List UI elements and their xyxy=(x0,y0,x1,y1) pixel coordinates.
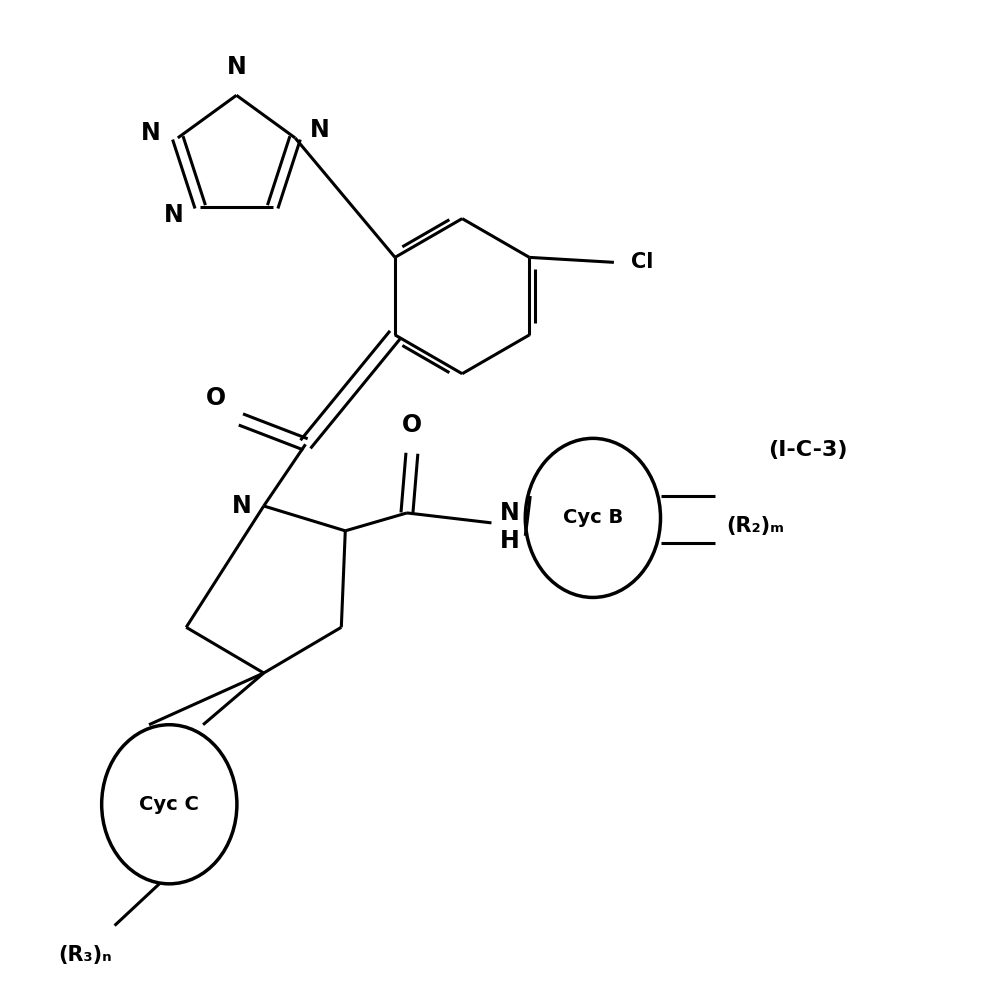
Text: Cyc C: Cyc C xyxy=(139,795,200,814)
Text: (R₂)ₘ: (R₂)ₘ xyxy=(726,516,783,536)
Text: N: N xyxy=(232,494,252,518)
Text: Cyc B: Cyc B xyxy=(563,508,623,527)
Text: Cl: Cl xyxy=(630,252,653,272)
Text: N: N xyxy=(226,55,246,79)
Text: N: N xyxy=(500,501,520,525)
Text: (R₃)ₙ: (R₃)ₙ xyxy=(58,945,112,965)
Text: N: N xyxy=(310,118,330,142)
Text: N: N xyxy=(163,203,183,227)
Text: H: H xyxy=(500,529,520,553)
Text: O: O xyxy=(206,386,226,410)
Text: N: N xyxy=(141,121,161,145)
Text: O: O xyxy=(402,413,422,437)
Text: (I-C-3): (I-C-3) xyxy=(769,440,848,460)
